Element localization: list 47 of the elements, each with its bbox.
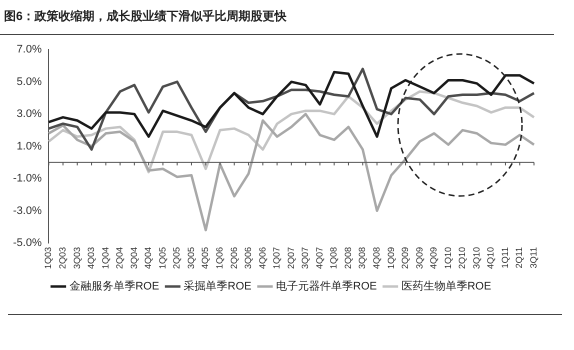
x-tick-label: 3Q08 [357, 246, 368, 270]
x-tick-label: 4Q05 [200, 246, 210, 270]
legend-label: 电子元器件单季ROE [276, 280, 377, 293]
x-tick-label: 4Q08 [371, 246, 382, 270]
x-tick-label: 4Q07 [314, 246, 324, 270]
x-tick-label: 1Q11 [500, 246, 510, 268]
x-tick-label: 3Q04 [128, 246, 139, 270]
x-tick-label: 2Q03 [57, 246, 68, 270]
x-tick-label: 1Q09 [386, 246, 396, 270]
x-tick-label: 1Q06 [214, 246, 224, 270]
x-tick-label: 3Q06 [243, 246, 254, 270]
x-tick-label: 1Q03 [43, 246, 54, 270]
x-tick-label: 2Q11 [514, 246, 524, 268]
x-tick-label: 3Q11 [528, 246, 538, 268]
x-tick-label: 3Q07 [300, 246, 310, 270]
y-tick-label: -1.0% [12, 172, 42, 185]
x-tick-label: 2Q06 [228, 246, 239, 270]
x-tick-label: 3Q03 [72, 246, 82, 270]
x-tick-label: 2Q09 [400, 246, 410, 270]
legend-label: 金融服务单季ROE [69, 280, 160, 293]
legend-label: 医药生物单季ROE [401, 280, 492, 293]
y-tick-label: 7.0% [16, 44, 42, 56]
x-tick-label: 2Q07 [286, 246, 296, 270]
x-tick-label: 2Q04 [114, 246, 125, 270]
x-tick-label: 1Q10 [442, 246, 453, 270]
x-tick-label: 2Q05 [172, 246, 182, 270]
x-tick-label: 1Q04 [100, 246, 110, 270]
x-tick-label: 4Q06 [257, 246, 268, 270]
x-tick-label: 1Q08 [328, 246, 339, 270]
x-tick-label: 4Q09 [428, 246, 439, 270]
x-tick-label: 4Q03 [86, 246, 96, 270]
chart-title: 图6：政策收缩期，成长股业绩下滑似乎比周期股更快 [4, 8, 287, 25]
x-tick-label: 4Q10 [486, 246, 496, 270]
y-tick-label: 3.0% [16, 108, 42, 120]
legend-label: 采掘单季ROE [184, 280, 252, 293]
y-tick-label: -5.0% [12, 237, 42, 250]
x-tick-label: 3Q10 [471, 246, 482, 270]
x-tick-label: 2Q10 [457, 246, 468, 270]
x-tick-label: 1Q05 [157, 246, 168, 270]
y-tick-label: 5.0% [16, 76, 42, 88]
x-tick-label: 3Q05 [186, 246, 196, 270]
y-tick-label: 1.0% [16, 140, 42, 152]
x-tick-label: 4Q04 [143, 246, 154, 270]
x-tick-label: 3Q09 [414, 246, 424, 270]
x-tick-label: 2Q08 [342, 246, 353, 270]
x-tick-label: 1Q07 [272, 246, 282, 270]
y-tick-label: -3.0% [12, 204, 42, 217]
